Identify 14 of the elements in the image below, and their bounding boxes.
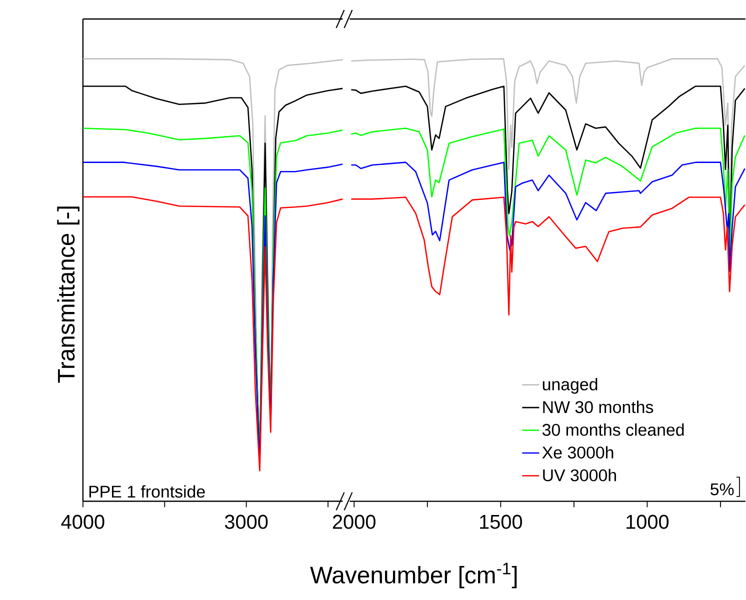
- legend-label: 30 months cleaned: [542, 424, 684, 436]
- legend-label: unaged: [542, 378, 598, 394]
- legend-label: NW 30 months: [543, 400, 654, 414]
- y-axis-title: Transmittance [-]: [57, 206, 80, 383]
- legend-label: UV 3000h: [543, 469, 616, 482]
- x-axis-title: Wavenumber [cm$^{-1}$]: [310, 563, 517, 588]
- annotation: 5%: [710, 484, 734, 496]
- legend-label: Xe 3000h: [542, 446, 614, 459]
- x-tick-label: 1500: [480, 515, 522, 530]
- annotation: PPE 1 frontside: [89, 485, 205, 498]
- x-tick-label: 1000: [626, 515, 669, 530]
- x-tick-label: 2000: [332, 515, 376, 530]
- x-tick-label: 3000: [224, 515, 268, 530]
- x-tick-label: 4000: [61, 515, 104, 530]
